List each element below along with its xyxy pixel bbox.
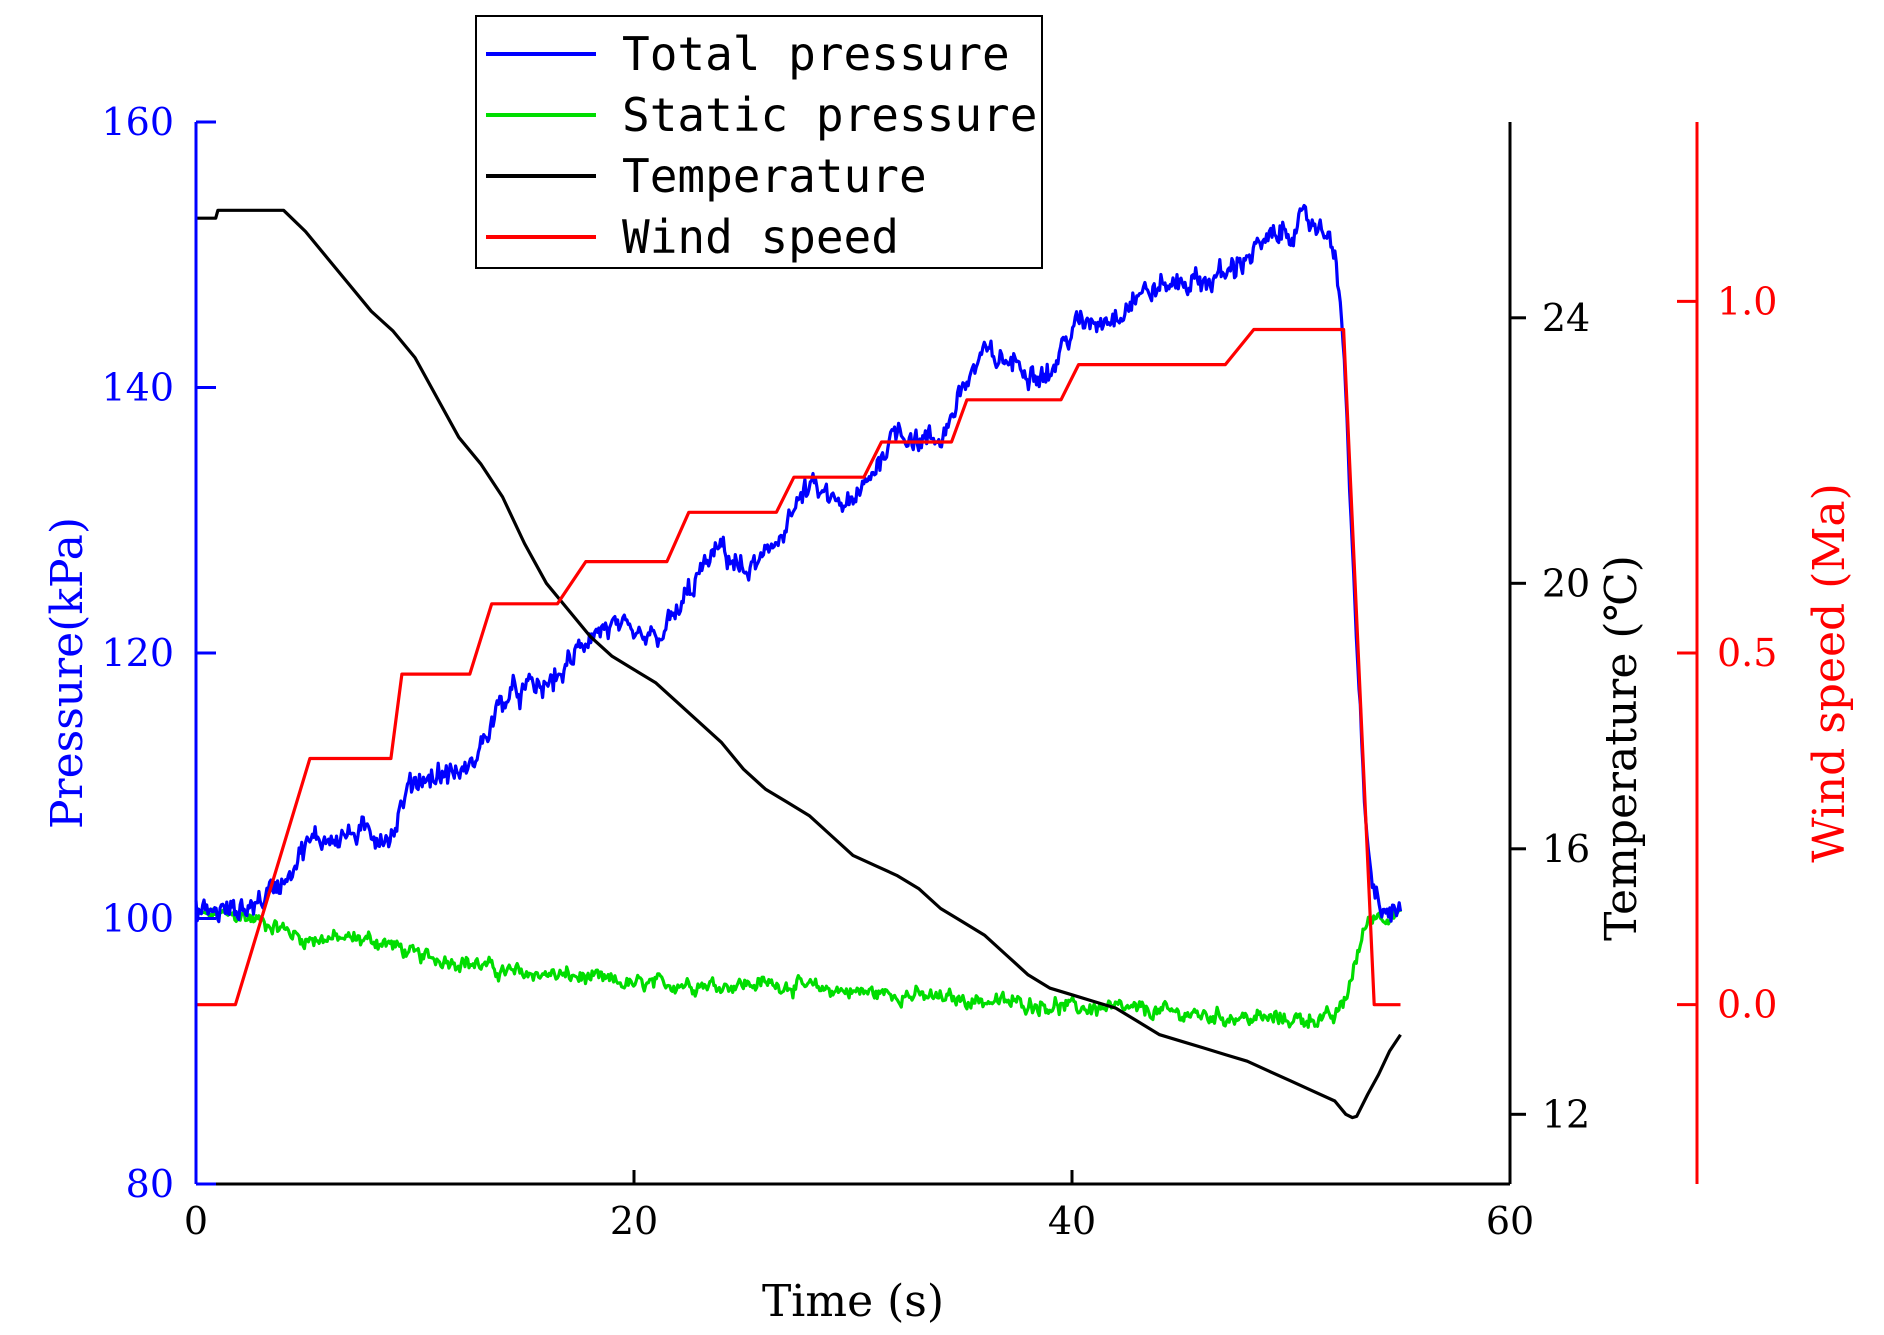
legend-label: Total pressure [622, 27, 1010, 81]
pressure-tick-label: 140 [101, 366, 174, 410]
legend: Total pressure Static pressure Temperature… [475, 15, 1043, 269]
axes: 0 20 40 60 Time (s) 80 100 120 140 160 Pressure(kP… [42, 100, 1855, 1327]
wind-tick-label: 0.5 [1717, 631, 1777, 675]
wind-tick-label: 0.0 [1717, 983, 1777, 1027]
series-line-total-pressure [194, 203, 1403, 924]
pressure-axis-title: Pressure(kPa) [42, 517, 93, 829]
pressure-tick-label: 100 [101, 897, 174, 941]
temperature-tick-label: 20 [1542, 561, 1590, 605]
legend-label: Static pressure [622, 88, 1037, 142]
x-axis-title: Time (s) [762, 1276, 944, 1327]
x-tick-label: 20 [610, 1199, 658, 1243]
series-line-static-pressure [194, 905, 1403, 1029]
wind-axis-title: Wind speed (Ma) [1804, 483, 1855, 863]
x-tick-label: 40 [1048, 1199, 1096, 1243]
wind-tick-label: 1.0 [1717, 279, 1777, 323]
pressure-tick-label: 160 [101, 100, 174, 144]
pressure-tick-label: 80 [126, 1162, 174, 1206]
x-tick-label: 0 [184, 1199, 208, 1243]
temperature-tick-label: 12 [1542, 1092, 1590, 1136]
series-line-temperature [196, 208, 1402, 1120]
temperature-axis-title: Temperature (℃) [1596, 555, 1647, 941]
legend-label: Wind speed [622, 210, 899, 264]
legend-label: Temperature [622, 149, 927, 203]
plot-series [194, 203, 1403, 1120]
legend-box [475, 15, 1043, 269]
temperature-tick-label: 24 [1542, 296, 1590, 340]
temperature-tick-label: 16 [1542, 827, 1590, 871]
x-tick-label: 60 [1486, 1199, 1534, 1243]
series-line-wind-speed [196, 327, 1401, 1007]
pressure-tick-label: 120 [101, 631, 174, 675]
